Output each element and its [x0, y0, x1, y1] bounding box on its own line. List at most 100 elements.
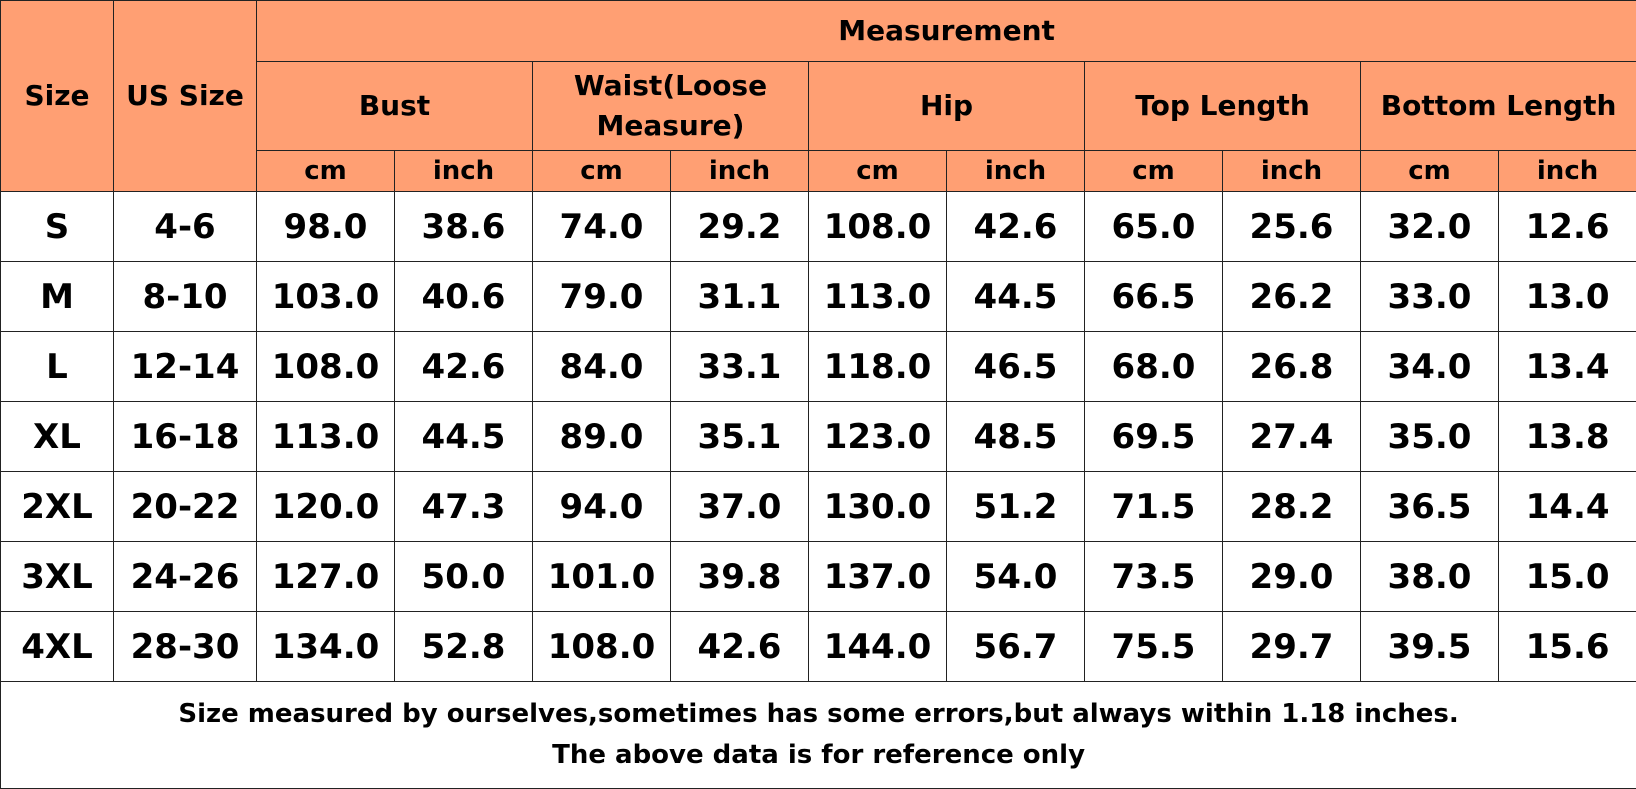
data-cell: 120.0 [257, 472, 395, 542]
unit-header: cm [1085, 151, 1223, 192]
group-header: Hip [809, 62, 1085, 151]
data-cell: 25.6 [1223, 192, 1361, 262]
unit-header: cm [809, 151, 947, 192]
data-cell: 42.6 [395, 332, 533, 402]
data-cell: 79.0 [533, 262, 671, 332]
data-cell: 50.0 [395, 542, 533, 612]
data-cell: 13.8 [1499, 402, 1636, 472]
data-cell: 42.6 [671, 612, 809, 682]
data-cell: 12-14 [114, 332, 257, 402]
data-cell: 3XL [1, 542, 114, 612]
data-cell: 38.6 [395, 192, 533, 262]
data-cell: 44.5 [395, 402, 533, 472]
group-header: Waist(Loose Measure) [533, 62, 809, 151]
data-cell: 134.0 [257, 612, 395, 682]
unit-header: inch [395, 151, 533, 192]
footer-cell: Size measured by ourselves,sometimes has… [1, 682, 1636, 789]
data-cell: 48.5 [947, 402, 1085, 472]
data-cell: 75.5 [1085, 612, 1223, 682]
data-cell: 108.0 [257, 332, 395, 402]
data-cell: 8-10 [114, 262, 257, 332]
data-cell: 130.0 [809, 472, 947, 542]
data-cell: 16-18 [114, 402, 257, 472]
data-cell: 127.0 [257, 542, 395, 612]
data-cell: 113.0 [809, 262, 947, 332]
data-cell: XL [1, 402, 114, 472]
footer-note: Size measured by ourselves,sometimes has… [1, 694, 1636, 735]
data-cell: 4XL [1, 612, 114, 682]
data-cell: 13.0 [1499, 262, 1636, 332]
group-header: Top Length [1085, 62, 1361, 151]
data-cell: 52.8 [395, 612, 533, 682]
data-cell: 36.5 [1361, 472, 1499, 542]
data-cell: L [1, 332, 114, 402]
data-cell: 28.2 [1223, 472, 1361, 542]
data-cell: 4-6 [114, 192, 257, 262]
data-cell: 54.0 [947, 542, 1085, 612]
data-cell: 46.5 [947, 332, 1085, 402]
data-cell: 26.2 [1223, 262, 1361, 332]
data-cell: 35.1 [671, 402, 809, 472]
data-cell: 74.0 [533, 192, 671, 262]
data-cell: 29.0 [1223, 542, 1361, 612]
data-cell: 108.0 [809, 192, 947, 262]
data-cell: 144.0 [809, 612, 947, 682]
unit-header: inch [1223, 151, 1361, 192]
footer-row: Size measured by ourselves,sometimes has… [1, 682, 1636, 789]
data-cell: 31.1 [671, 262, 809, 332]
data-cell: 12.6 [1499, 192, 1636, 262]
data-cell: S [1, 192, 114, 262]
data-cell: 101.0 [533, 542, 671, 612]
header-cell: US Size [114, 1, 257, 192]
data-cell: 113.0 [257, 402, 395, 472]
data-cell: 137.0 [809, 542, 947, 612]
unit-header: inch [671, 151, 809, 192]
data-cell: 39.5 [1361, 612, 1499, 682]
unit-header: cm [533, 151, 671, 192]
data-cell: 47.3 [395, 472, 533, 542]
data-cell: 89.0 [533, 402, 671, 472]
data-cell: 15.6 [1499, 612, 1636, 682]
data-cell: 56.7 [947, 612, 1085, 682]
unit-header: inch [947, 151, 1085, 192]
data-cell: 37.0 [671, 472, 809, 542]
data-cell: 27.4 [1223, 402, 1361, 472]
unit-header: cm [257, 151, 395, 192]
data-cell: 2XL [1, 472, 114, 542]
header-cell: Size [1, 1, 114, 192]
data-cell: 42.6 [947, 192, 1085, 262]
data-cell: 94.0 [533, 472, 671, 542]
data-cell: M [1, 262, 114, 332]
data-cell: 51.2 [947, 472, 1085, 542]
data-cell: 35.0 [1361, 402, 1499, 472]
data-cell: 40.6 [395, 262, 533, 332]
unit-header: inch [1499, 151, 1636, 192]
data-cell: 71.5 [1085, 472, 1223, 542]
data-cell: 32.0 [1361, 192, 1499, 262]
data-cell: 69.5 [1085, 402, 1223, 472]
data-cell: 65.0 [1085, 192, 1223, 262]
data-cell: 26.8 [1223, 332, 1361, 402]
group-header: Bust [257, 62, 533, 151]
data-cell: 34.0 [1361, 332, 1499, 402]
data-cell: 13.4 [1499, 332, 1636, 402]
data-cell: 98.0 [257, 192, 395, 262]
data-cell: 14.4 [1499, 472, 1636, 542]
unit-header: cm [1361, 151, 1499, 192]
footer-note: The above data is for reference only [1, 735, 1636, 776]
data-cell: 39.8 [671, 542, 809, 612]
group-header: Bottom Length [1361, 62, 1636, 151]
data-cell: 66.5 [1085, 262, 1223, 332]
data-cell: 33.1 [671, 332, 809, 402]
data-cell: 123.0 [809, 402, 947, 472]
data-cell: 38.0 [1361, 542, 1499, 612]
